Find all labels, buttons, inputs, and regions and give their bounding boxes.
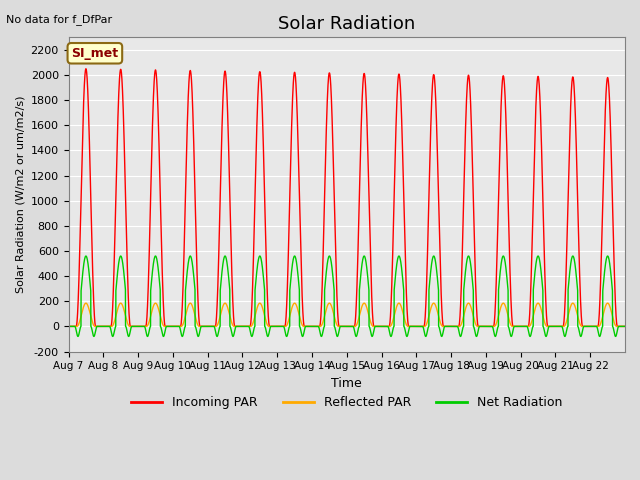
Text: No data for f_DfPar: No data for f_DfPar xyxy=(6,14,113,25)
X-axis label: Time: Time xyxy=(332,377,362,390)
Text: SI_met: SI_met xyxy=(71,47,118,60)
Y-axis label: Solar Radiation (W/m2 or um/m2/s): Solar Radiation (W/m2 or um/m2/s) xyxy=(15,96,25,293)
Title: Solar Radiation: Solar Radiation xyxy=(278,15,415,33)
Legend: Incoming PAR, Reflected PAR, Net Radiation: Incoming PAR, Reflected PAR, Net Radiati… xyxy=(125,391,568,414)
